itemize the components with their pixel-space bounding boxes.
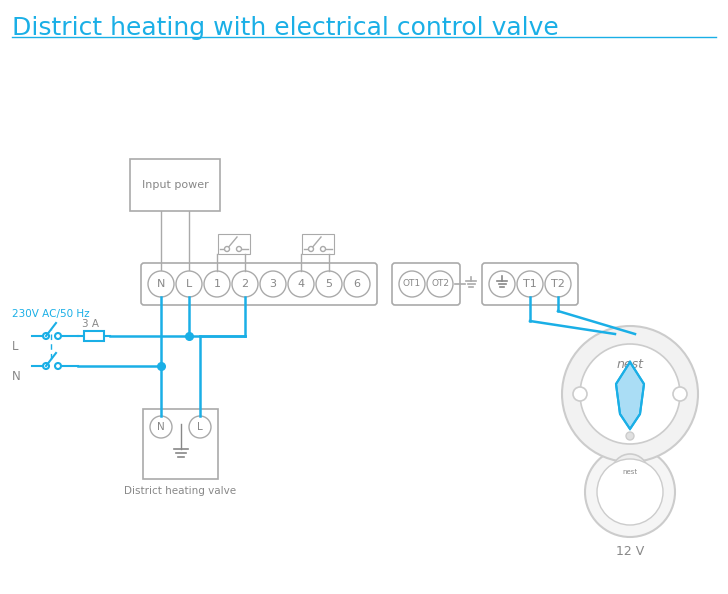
Circle shape <box>344 271 370 297</box>
Text: N: N <box>157 422 165 432</box>
Circle shape <box>673 387 687 401</box>
Circle shape <box>288 271 314 297</box>
Text: 3 A: 3 A <box>82 319 99 329</box>
Circle shape <box>150 416 172 438</box>
Circle shape <box>562 326 698 462</box>
Circle shape <box>626 432 634 440</box>
Text: 4: 4 <box>298 279 304 289</box>
Circle shape <box>260 271 286 297</box>
Circle shape <box>176 271 202 297</box>
Text: District heating with electrical control valve: District heating with electrical control… <box>12 16 559 40</box>
Text: 5: 5 <box>325 279 333 289</box>
Circle shape <box>232 271 258 297</box>
FancyBboxPatch shape <box>392 263 460 305</box>
Circle shape <box>489 271 515 297</box>
Bar <box>84 331 104 341</box>
Text: 6: 6 <box>354 279 360 289</box>
Text: 3: 3 <box>269 279 277 289</box>
Circle shape <box>320 247 325 251</box>
Text: Input power: Input power <box>142 180 208 190</box>
Bar <box>143 409 218 479</box>
Circle shape <box>55 363 61 369</box>
Circle shape <box>612 454 648 490</box>
Text: L: L <box>12 340 18 352</box>
Bar <box>130 159 220 211</box>
Polygon shape <box>616 362 644 429</box>
Circle shape <box>237 247 242 251</box>
Text: District heating valve: District heating valve <box>124 486 237 496</box>
Circle shape <box>43 333 49 339</box>
Text: L: L <box>186 279 192 289</box>
Circle shape <box>55 333 61 339</box>
Text: 12 V: 12 V <box>616 545 644 558</box>
Circle shape <box>517 271 543 297</box>
Circle shape <box>585 447 675 537</box>
Text: 1: 1 <box>213 279 221 289</box>
Circle shape <box>399 271 425 297</box>
FancyBboxPatch shape <box>141 263 377 305</box>
Circle shape <box>427 271 453 297</box>
Text: L: L <box>197 422 203 432</box>
Circle shape <box>573 387 587 401</box>
Circle shape <box>597 459 663 525</box>
FancyBboxPatch shape <box>482 263 578 305</box>
Text: nest: nest <box>622 469 638 475</box>
Circle shape <box>309 247 314 251</box>
Circle shape <box>189 416 211 438</box>
Circle shape <box>545 271 571 297</box>
Circle shape <box>204 271 230 297</box>
Text: nest: nest <box>617 358 644 371</box>
Text: 2: 2 <box>242 279 248 289</box>
Circle shape <box>316 271 342 297</box>
Text: N: N <box>157 279 165 289</box>
Circle shape <box>43 363 49 369</box>
Text: 230V AC/50 Hz: 230V AC/50 Hz <box>12 309 90 319</box>
Circle shape <box>148 271 174 297</box>
Circle shape <box>580 344 680 444</box>
Text: T2: T2 <box>551 279 565 289</box>
Text: OT1: OT1 <box>403 280 421 289</box>
Circle shape <box>224 247 229 251</box>
Text: OT2: OT2 <box>431 280 449 289</box>
Text: N: N <box>12 369 21 383</box>
Text: T1: T1 <box>523 279 537 289</box>
